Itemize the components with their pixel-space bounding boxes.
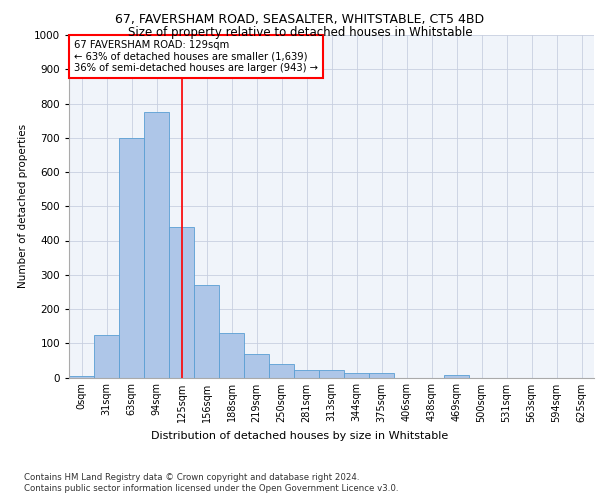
- Bar: [319, 370, 344, 378]
- Bar: [69, 376, 94, 378]
- Bar: [269, 364, 294, 378]
- Text: 67, FAVERSHAM ROAD, SEASALTER, WHITSTABLE, CT5 4BD: 67, FAVERSHAM ROAD, SEASALTER, WHITSTABL…: [115, 12, 485, 26]
- Bar: [144, 112, 169, 378]
- Text: Contains HM Land Registry data © Crown copyright and database right 2024.: Contains HM Land Registry data © Crown c…: [24, 472, 359, 482]
- Bar: [344, 374, 369, 378]
- Y-axis label: Number of detached properties: Number of detached properties: [18, 124, 28, 288]
- Bar: [94, 334, 119, 378]
- Text: Contains public sector information licensed under the Open Government Licence v3: Contains public sector information licen…: [24, 484, 398, 493]
- Bar: [294, 370, 319, 378]
- Bar: [219, 333, 244, 378]
- Text: Size of property relative to detached houses in Whitstable: Size of property relative to detached ho…: [128, 26, 472, 39]
- Text: Distribution of detached houses by size in Whitstable: Distribution of detached houses by size …: [151, 431, 449, 441]
- Bar: [244, 354, 269, 378]
- Bar: [119, 138, 144, 378]
- Bar: [169, 227, 194, 378]
- Bar: [194, 285, 219, 378]
- Bar: [369, 374, 394, 378]
- Bar: [444, 375, 469, 378]
- Text: 67 FAVERSHAM ROAD: 129sqm
← 63% of detached houses are smaller (1,639)
36% of se: 67 FAVERSHAM ROAD: 129sqm ← 63% of detac…: [74, 40, 318, 74]
